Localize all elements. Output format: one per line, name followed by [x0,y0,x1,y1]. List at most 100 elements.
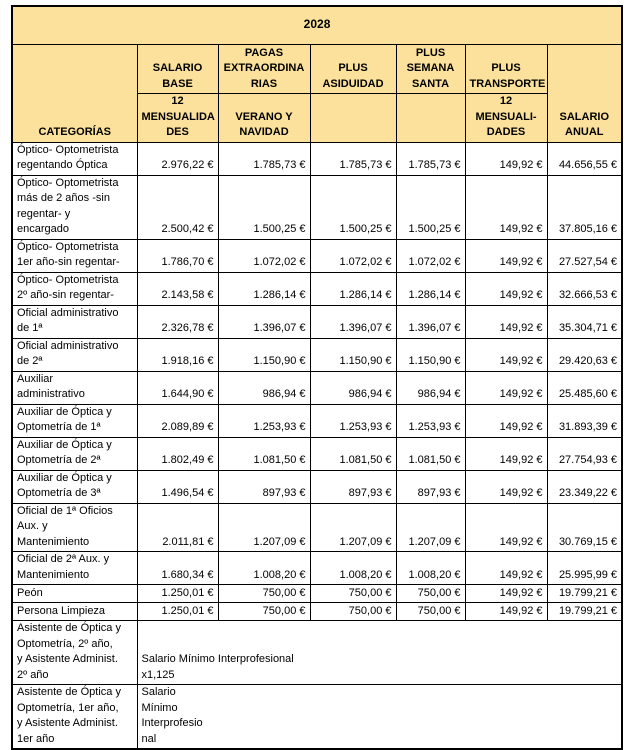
asiduidad-cell: 1.207,09 € [309,502,397,552]
salario-anual-cell: 19.799,21 € [546,584,623,603]
category-cell: Auxiliar de Óptica y Optometría de 3ª [11,469,138,504]
salario-anual-cell: 27.754,93 € [546,436,623,471]
category-cell: Óptico- Optometrista más de 2 años -sin … [11,174,138,240]
column-header-plus-semana-santa: PLUS SEMANA SANTA [395,44,466,94]
category-cell: Asistente de Óptica y Optometría, 1er añ… [11,684,138,750]
transporte-cell: 149,92 € [464,304,548,339]
salario-anual-cell: 32.666,53 € [546,271,623,306]
semana-santa-cell: 1.500,25 € [395,174,466,240]
category-cell: Oficial de 2ª Aux. y Mantenimiento [11,551,138,585]
asiduidad-cell: 1.008,20 € [309,551,397,585]
salario-anual-cell: 29.420,63 € [546,337,623,372]
salario-anual-cell: 27.527,54 € [546,238,623,273]
column-header-plus-transporte: PLUS TRANSPORTE [464,44,548,94]
category-cell: Oficial administrativo de 2ª [11,337,138,372]
salario-base-cell: 1.918,16 € [136,337,219,372]
asiduidad-cell: 1.785,73 € [309,141,397,176]
asiduidad-cell: 1.396,07 € [309,304,397,339]
semana-santa-cell: 897,93 € [395,469,466,504]
semana-santa-cell: 1.396,07 € [395,304,466,339]
pagas-cell: 1.081,50 € [217,436,311,471]
asiduidad-cell: 750,00 € [309,584,397,603]
transporte-cell: 149,92 € [464,602,548,621]
asiduidad-cell: 897,93 € [309,469,397,504]
salario-anual-cell: 44.656,55 € [546,141,623,176]
smi-note-cell: Salario Mínimo Interprofesio nal [136,684,623,750]
pagas-cell: 986,94 € [217,370,311,405]
category-cell: Auxiliar de Óptica y Optometría de 1ª [11,403,138,438]
semana-santa-cell: 1.072,02 € [395,238,466,273]
transporte-cell: 149,92 € [464,141,548,176]
salario-base-cell: 1.680,34 € [136,551,219,585]
salario-anual-cell: 30.769,15 € [546,502,623,552]
salario-base-cell: 1.250,01 € [136,602,219,621]
table-row: Asistente de Óptica y Optometría, 2º año… [11,620,623,685]
pagas-cell: 897,93 € [217,469,311,504]
transporte-cell: 149,92 € [464,337,548,372]
pagas-cell: 1.253,93 € [217,403,311,438]
salario-base-cell: 1.250,01 € [136,584,219,603]
pagas-cell: 750,00 € [217,602,311,621]
year-header: 2028 [11,5,623,45]
subheader-transporte-mensualidades: 12 MENSUALI- DADES [464,93,548,143]
category-cell: Óptico- Optometrista 2º año-sin regentar… [11,271,138,306]
category-cell: Persona Limpieza [11,602,138,621]
salario-base-cell: 2.143,58 € [136,271,219,306]
salario-base-cell: 2.011,81 € [136,502,219,552]
asiduidad-cell: 1.150,90 € [309,337,397,372]
column-header-salario-anual: SALARIO ANUAL [546,44,623,143]
transporte-cell: 149,92 € [464,238,548,273]
semana-santa-cell: 986,94 € [395,370,466,405]
category-cell: Óptico- Optometrista regentando Óptica [11,141,138,176]
salario-base-cell: 2.976,22 € [136,141,219,176]
pagas-cell: 1.008,20 € [217,551,311,585]
subheader-verano-navidad: VERANO Y NAVIDAD [217,93,311,143]
salario-anual-cell: 25.995,99 € [546,551,623,585]
salario-anual-cell: 23.349,22 € [546,469,623,504]
category-cell: Óptico- Optometrista 1er año-sin regenta… [11,238,138,273]
table-row: Óptico- Optometrista 2º año-sin regentar… [11,271,623,306]
table-row: Oficial administrativo de 2ª 1.918,16 € … [11,337,623,372]
pagas-cell: 1.785,73 € [217,141,311,176]
semana-santa-cell: 1.008,20 € [395,551,466,585]
subheader-semana-empty [395,93,466,143]
salario-anual-cell: 19.799,21 € [546,602,623,621]
transporte-cell: 149,92 € [464,436,548,471]
pagas-cell: 1.207,09 € [217,502,311,552]
semana-santa-cell: 1.785,73 € [395,141,466,176]
table-row: 2028 [11,5,623,45]
pagas-cell: 1.150,90 € [217,337,311,372]
asiduidad-cell: 750,00 € [309,602,397,621]
table-row: Óptico- Optometrista regentando Óptica 2… [11,141,623,176]
subheader-asiduidad-empty [309,93,397,143]
asiduidad-cell: 1.286,14 € [309,271,397,306]
pagas-cell: 1.396,07 € [217,304,311,339]
table-row: Auxiliar de Óptica y Optometría de 1ª 2.… [11,403,623,438]
semana-santa-cell: 1.253,93 € [395,403,466,438]
table-row: Oficial administrativo de 1ª 2.326,78 € … [11,304,623,339]
table-row: Óptico- Optometrista más de 2 años -sin … [11,174,623,240]
transporte-cell: 149,92 € [464,271,548,306]
salario-anual-cell: 35.304,71 € [546,304,623,339]
salario-anual-cell: 37.805,16 € [546,174,623,240]
pagas-cell: 1.500,25 € [217,174,311,240]
asiduidad-cell: 1.500,25 € [309,174,397,240]
salario-base-cell: 2.326,78 € [136,304,219,339]
transporte-cell: 149,92 € [464,584,548,603]
semana-santa-cell: 750,00 € [395,602,466,621]
table-row: 12 MENSUALIDA DES VERANO Y NAVIDAD 12 ME… [12,93,622,143]
semana-santa-cell: 1.081,50 € [395,436,466,471]
smi-note-cell: Salario Mínimo Interprofesional x1,125 [136,620,623,685]
salario-anual-cell: 25.485,60 € [546,370,623,405]
salario-base-cell: 1.786,70 € [136,238,219,273]
salario-base-cell: 2.500,42 € [136,174,219,240]
table-row: Óptico- Optometrista 1er año-sin regenta… [11,238,623,273]
semana-santa-cell: 1.207,09 € [395,502,466,552]
table-row: Auxiliar administrativo 1.644,90 € 986,9… [11,370,623,405]
salario-base-cell: 2.089,89 € [136,403,219,438]
table-row: Oficial de 2ª Aux. y Mantenimiento 1.680… [11,551,623,585]
table-row: Auxiliar de Óptica y Optometría de 3ª 1.… [11,469,623,504]
table-row: Oficial de 1ª Oficios Aux. y Mantenimien… [11,502,623,552]
table-row: Asistente de Óptica y Optometría, 1er añ… [11,684,623,750]
